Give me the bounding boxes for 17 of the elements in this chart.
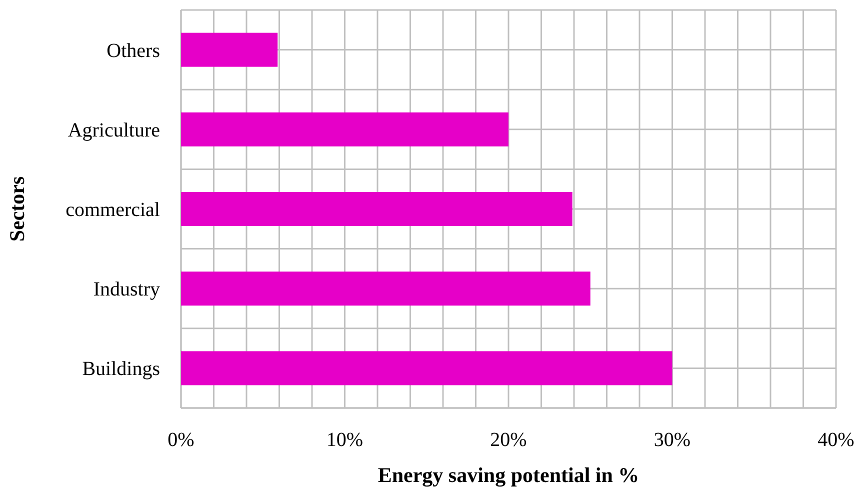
bar	[181, 351, 672, 386]
y-tick-label: Industry	[93, 278, 160, 301]
x-tick-label: 10%	[326, 429, 364, 451]
y-tick-label: Agriculture	[68, 119, 160, 142]
y-tick-label: commercial	[66, 199, 160, 221]
x-tick-label: 20%	[490, 429, 527, 451]
x-axis-title: Energy saving potential in %	[378, 463, 640, 487]
y-tick-label: Buildings	[82, 358, 160, 380]
x-tick-label: 30%	[654, 429, 691, 451]
y-tick-label: Others	[106, 40, 160, 62]
bar	[181, 192, 572, 226]
bar	[181, 272, 590, 306]
bar	[181, 32, 278, 67]
bar	[181, 112, 508, 146]
x-tick-label: 0%	[168, 429, 194, 451]
x-tick-label: 40%	[818, 429, 854, 451]
y-axis-title: Sectors	[5, 176, 29, 242]
